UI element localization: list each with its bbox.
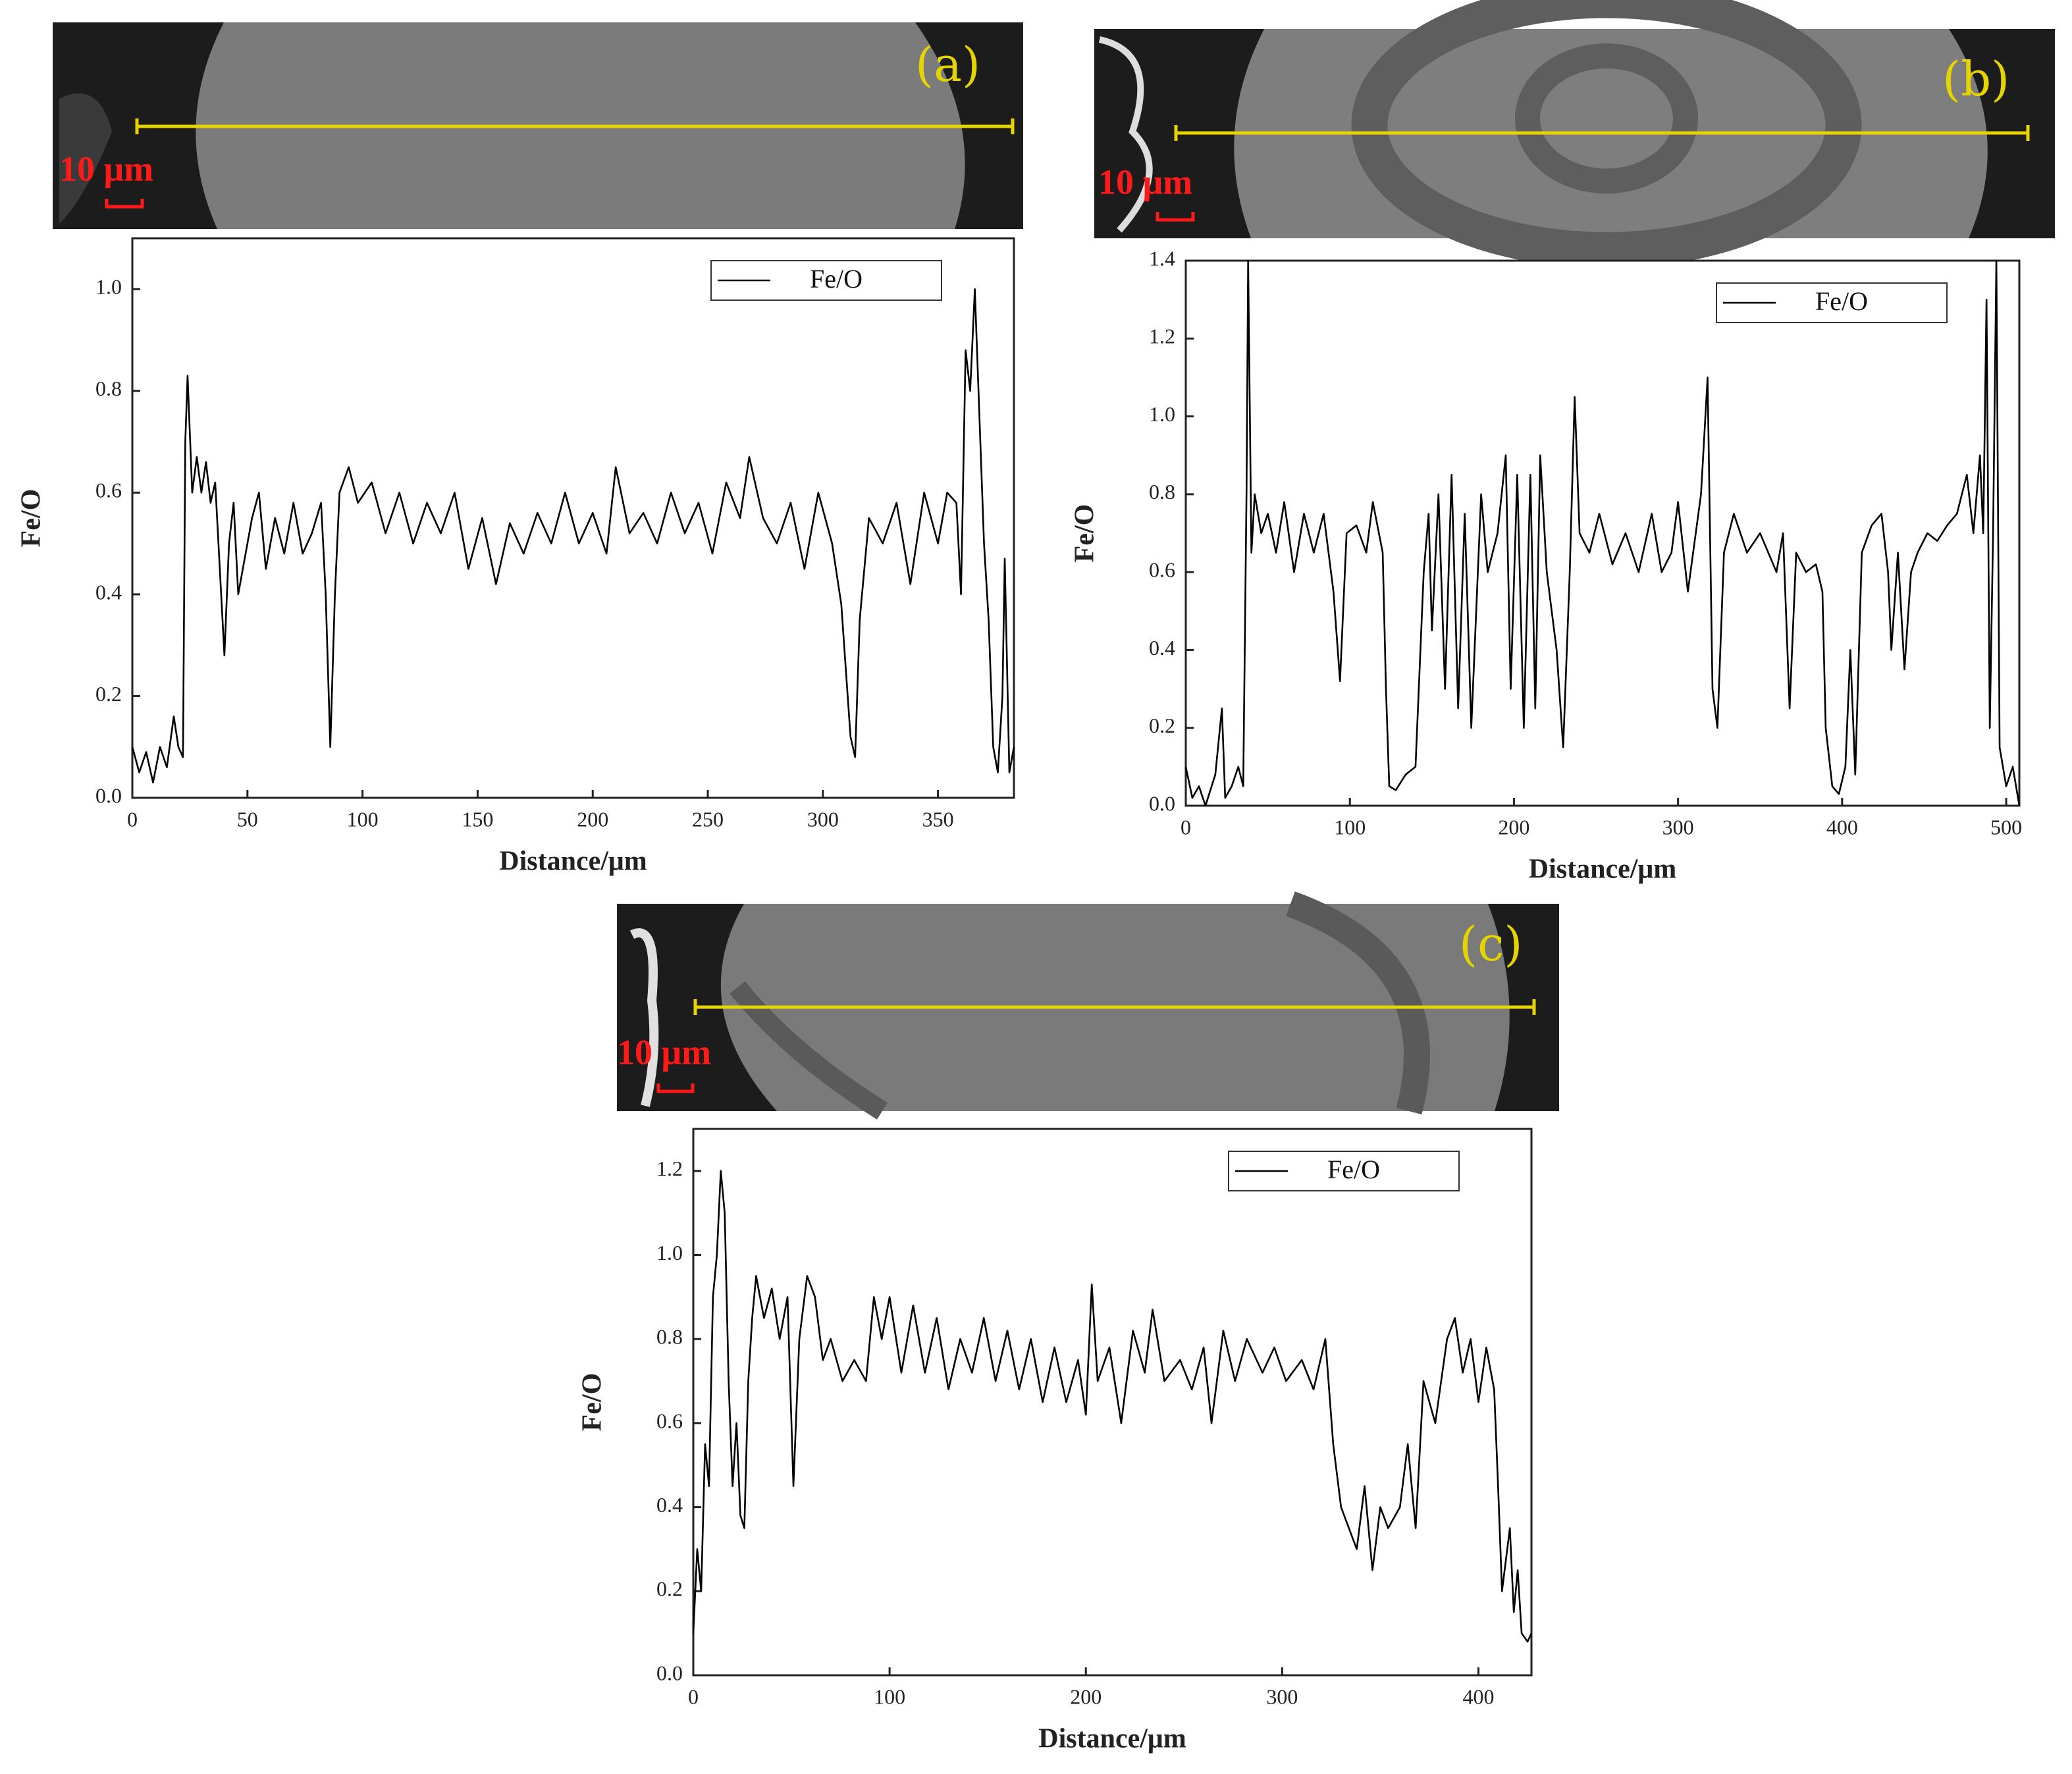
legend: Fe/O [1716,282,1948,323]
y-tick-label: 0.4 [656,1493,683,1517]
y-tick-label: 0.8 [95,377,122,400]
scale-bar [105,199,144,209]
image-layer [1286,891,1430,1115]
x-tick-label: 300 [1266,1684,1298,1708]
data-line [1184,259,2021,807]
x-tick-label: 500 [1990,815,2022,839]
sem-image: (c) 10 μm [617,891,1559,1120]
x-tick-label: 400 [1463,1684,1495,1708]
scale-bar-label: 10 μm [1098,162,1192,201]
legend: Fe/O [1228,1151,1460,1191]
y-tick-label: 0.6 [1149,558,1175,581]
scale-bar-label: 10 μm [59,149,153,188]
y-tick-label: 0.8 [1149,480,1175,504]
image-ring [1351,0,1862,269]
legend-label: Fe/O [1327,1155,1380,1184]
x-axis-title: Distance/μm [1038,1724,1186,1754]
x-tick-label: 200 [1498,815,1529,839]
image-debris [629,928,659,1107]
legend: Fe/O [710,260,942,301]
scale-bar [1156,212,1195,222]
x-axis-title: Distance/μm [1529,854,1676,885]
scale-bar-label: 10 μm [617,1032,711,1072]
chart: 0 100 200 300 400 0.0 0.2 0.4 0.6 0.8 1.0 1.2 Distan… [577,1128,1533,1754]
y-tick-label: 0.2 [1149,714,1175,737]
data-line [131,288,1015,784]
scale-bar [656,1083,695,1093]
legend-label: Fe/O [1815,286,1868,316]
y-tick-label: 0.0 [656,1661,683,1684]
y-tick-label: 1.2 [656,1157,683,1180]
legend-label: Fe/O [810,264,863,294]
x-tick-label: 50 [237,807,258,831]
y-tick-label: 1.4 [1149,246,1175,270]
x-tick-label: 200 [1070,1684,1102,1708]
y-tick-label: 0.4 [95,580,122,604]
y-axis-title: Fe/O [577,1373,608,1432]
x-tick-label: 100 [347,807,379,831]
image-debris [59,93,112,224]
y-tick-label: 0.8 [656,1325,683,1349]
x-tick-label: 100 [1334,815,1366,839]
image-layer [730,981,888,1120]
y-axis-title: Fe/O [1070,504,1100,563]
y-tick-label: 1.2 [1149,325,1175,348]
x-tick-label: 400 [1826,815,1858,839]
panel-label: (b) [1942,51,2009,107]
y-axis-title: Fe/O [16,489,47,548]
y-tick-label: 0.6 [656,1409,683,1432]
x-tick-label: 200 [577,807,608,831]
y-tick-label: 0.0 [1149,791,1175,815]
plot-frame [1184,259,2021,807]
sem-image: (a) 10 μm [53,22,1023,229]
y-tick-label: 1.0 [95,275,122,299]
x-tick-label: 0 [688,1684,699,1708]
chart: 0 50 100 150 200 250 300 350 0.0 0.2 0.4 0.6 0.8 1.0 D… [16,237,1015,877]
plot-frame [692,1128,1533,1677]
sem-image: (b) 10 μm [1094,0,2055,269]
x-tick-label: 300 [807,807,839,831]
x-tick-label: 0 [127,807,138,831]
x-tick-label: 300 [1662,815,1694,839]
y-tick-label: 0.6 [95,479,122,502]
x-tick-label: 100 [874,1684,905,1708]
panel-label: (a) [915,37,980,92]
x-axis-title: Distance/μm [499,847,647,877]
y-tick-label: 0.2 [95,682,122,706]
x-tick-label: 250 [692,807,724,831]
x-tick-label: 0 [1181,815,1191,839]
y-tick-label: 1.0 [656,1241,683,1265]
chart: 0 100 200 300 400 500 0.0 0.2 0.4 0.6 0.8 1.0 1.2 1.4… [1070,246,2022,884]
image-ring [1515,43,1698,194]
x-tick-label: 150 [462,807,493,831]
data-line [692,1170,1533,1643]
image-debris [1098,36,1153,233]
x-tick-label: 350 [922,807,954,831]
panel-label: (c) [1459,916,1523,972]
y-tick-label: 0.4 [1149,636,1175,660]
y-tick-label: 1.0 [1149,402,1175,426]
y-tick-label: 0.0 [95,783,122,807]
y-tick-label: 0.2 [656,1577,683,1601]
plot-frame [131,237,1015,799]
